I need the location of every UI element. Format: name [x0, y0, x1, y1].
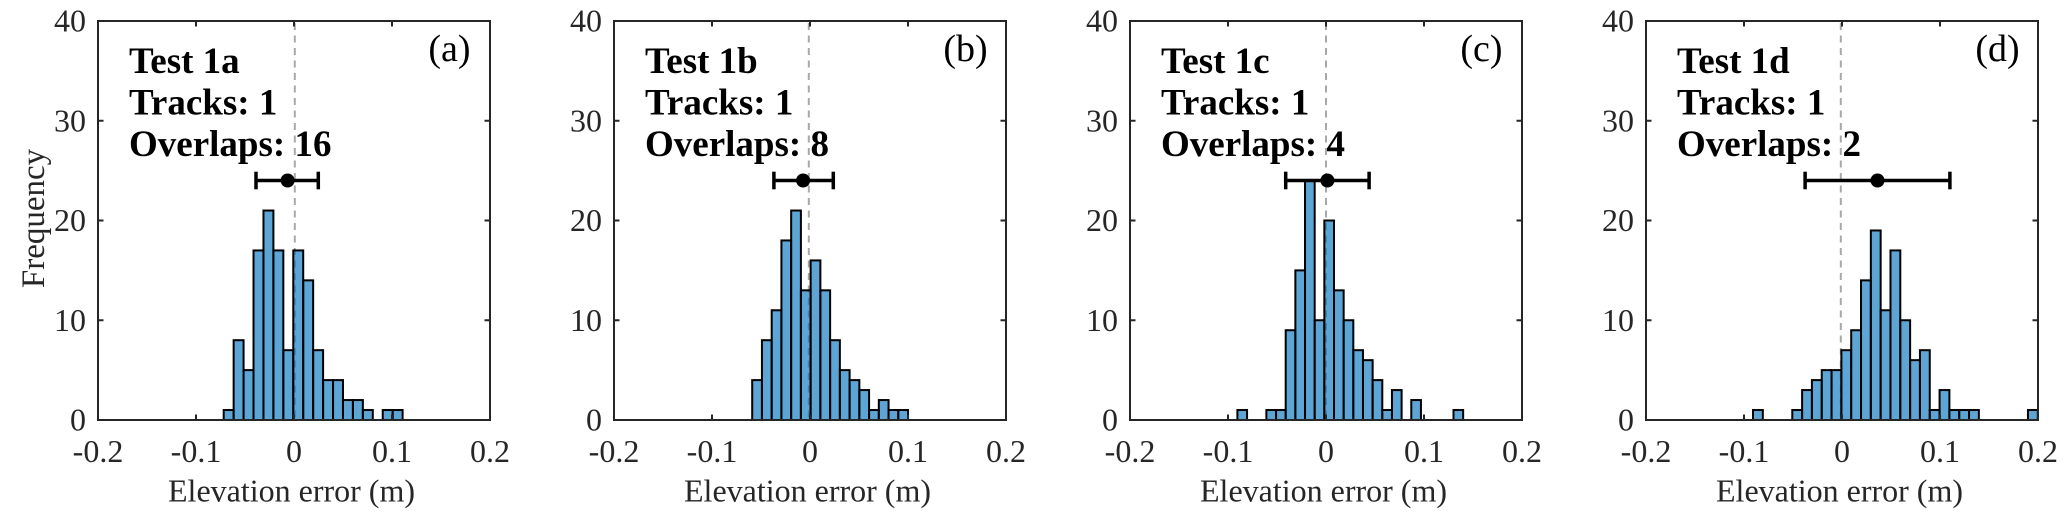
svg-text:0: 0	[1834, 433, 1850, 469]
svg-text:30: 30	[54, 102, 86, 138]
svg-text:0.1: 0.1	[1404, 433, 1444, 469]
svg-text:-0.1: -0.1	[1203, 433, 1254, 469]
svg-text:0.2: 0.2	[986, 433, 1026, 469]
svg-text:Elevation error (m): Elevation error (m)	[1716, 473, 1963, 509]
svg-text:Test 1a: Test 1a	[129, 41, 240, 82]
svg-text:-0.2: -0.2	[73, 433, 124, 469]
svg-text:0: 0	[70, 402, 86, 438]
svg-text:Tracks: 1: Tracks: 1	[1161, 83, 1309, 124]
svg-text:10: 10	[54, 302, 86, 338]
svg-text:0.2: 0.2	[1502, 433, 1542, 469]
svg-text:-0.1: -0.1	[171, 433, 222, 469]
svg-text:Test 1d: Test 1d	[1677, 41, 1790, 82]
svg-text:0: 0	[802, 433, 818, 469]
svg-text:-0.2: -0.2	[1105, 433, 1156, 469]
svg-text:0: 0	[1318, 433, 1334, 469]
svg-text:30: 30	[570, 102, 602, 138]
svg-text:(d): (d)	[1975, 28, 2019, 70]
svg-text:Overlaps: 8: Overlaps: 8	[645, 124, 829, 165]
svg-text:10: 10	[570, 302, 602, 338]
svg-text:(c): (c)	[1460, 28, 1502, 70]
svg-text:20: 20	[1086, 202, 1118, 238]
svg-text:20: 20	[1602, 202, 1634, 238]
svg-text:-0.1: -0.1	[687, 433, 738, 469]
svg-text:Overlaps: 16: Overlaps: 16	[129, 124, 331, 165]
svg-text:30: 30	[1602, 102, 1634, 138]
svg-text:Tracks: 1: Tracks: 1	[645, 83, 793, 124]
svg-text:-0.1: -0.1	[1719, 433, 1770, 469]
svg-text:Overlaps: 2: Overlaps: 2	[1677, 124, 1861, 165]
svg-text:0: 0	[1618, 402, 1634, 438]
svg-text:(b): (b)	[943, 28, 987, 70]
svg-text:40: 40	[1602, 3, 1634, 39]
svg-text:-0.2: -0.2	[1621, 433, 1672, 469]
svg-text:20: 20	[54, 202, 86, 238]
svg-text:30: 30	[1086, 102, 1118, 138]
svg-text:0.1: 0.1	[888, 433, 928, 469]
svg-text:0: 0	[286, 433, 302, 469]
svg-text:0.1: 0.1	[372, 433, 412, 469]
svg-text:Elevation error (m): Elevation error (m)	[168, 473, 415, 509]
svg-text:Test 1b: Test 1b	[645, 41, 758, 82]
svg-text:40: 40	[54, 3, 86, 39]
svg-text:40: 40	[1086, 3, 1118, 39]
svg-text:Test 1c: Test 1c	[1161, 41, 1270, 82]
svg-text:0: 0	[586, 402, 602, 438]
svg-text:40: 40	[570, 3, 602, 39]
svg-text:0: 0	[1102, 402, 1118, 438]
svg-text:20: 20	[570, 202, 602, 238]
svg-text:0.1: 0.1	[1920, 433, 1960, 469]
svg-text:Elevation error (m): Elevation error (m)	[1200, 473, 1447, 509]
svg-text:Tracks: 1: Tracks: 1	[129, 83, 277, 124]
svg-text:Tracks: 1: Tracks: 1	[1677, 83, 1825, 124]
svg-text:Frequency: Frequency	[16, 148, 52, 288]
svg-text:Elevation error (m): Elevation error (m)	[684, 473, 931, 509]
svg-text:0.2: 0.2	[2018, 433, 2058, 469]
svg-text:0.2: 0.2	[470, 433, 510, 469]
svg-text:Overlaps: 4: Overlaps: 4	[1161, 124, 1345, 165]
svg-text:10: 10	[1602, 302, 1634, 338]
svg-text:10: 10	[1086, 302, 1118, 338]
svg-text:(a): (a)	[428, 28, 470, 70]
svg-text:-0.2: -0.2	[589, 433, 640, 469]
